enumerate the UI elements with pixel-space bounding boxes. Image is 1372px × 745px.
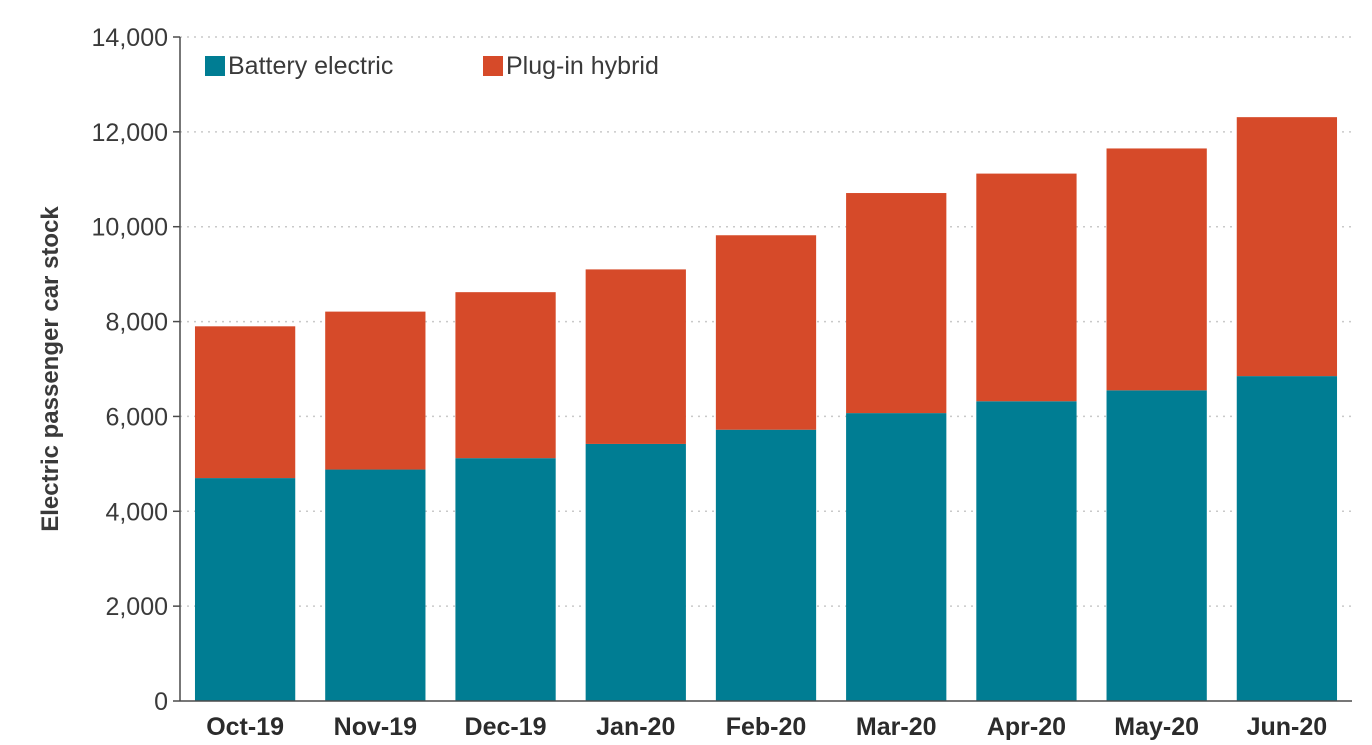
x-tick-label: Jan-20 — [596, 713, 675, 741]
x-tick-label: Mar-20 — [856, 713, 937, 741]
y-tick-label: 4,000 — [105, 498, 168, 526]
y-axis-title: Electric passenger car stock — [37, 206, 64, 532]
bar-plug-in-hybrid — [1106, 148, 1207, 391]
legend: Battery electric Plug-in hybrid — [205, 52, 659, 80]
bar-battery-electric — [1106, 390, 1207, 701]
bar-plug-in-hybrid — [455, 292, 556, 459]
y-tick-label: 14,000 — [92, 24, 168, 52]
y-tick-label: 12,000 — [92, 119, 168, 147]
y-tick-label: 6,000 — [105, 403, 168, 431]
bar-plug-in-hybrid — [846, 193, 947, 414]
x-tick-label: Oct-19 — [206, 713, 284, 741]
legend-label: Plug-in hybrid — [506, 52, 659, 80]
x-tick-label: May-20 — [1114, 713, 1199, 741]
y-tick-label: 10,000 — [92, 214, 168, 242]
x-tick-label: Feb-20 — [726, 713, 807, 741]
y-tick-label: 0 — [154, 688, 168, 716]
bar-battery-electric — [585, 443, 686, 701]
bar-plug-in-hybrid — [585, 269, 686, 444]
y-axis: 0 2,000 4,000 6,000 8,000 10,000 12,000 14,000 — [92, 24, 181, 716]
x-tick-label: Nov-19 — [334, 713, 417, 741]
bar-plug-in-hybrid — [194, 326, 296, 479]
y-tick-label: 8,000 — [105, 309, 168, 337]
legend-swatch — [483, 56, 503, 76]
bars — [194, 117, 1338, 701]
bar-battery-electric — [194, 478, 296, 701]
x-tick-label: Apr-20 — [987, 713, 1066, 741]
bar-battery-electric — [715, 429, 817, 701]
legend-swatch — [205, 56, 225, 76]
x-tick-label: Dec-19 — [465, 713, 547, 741]
x-tick-label: Jun-20 — [1247, 713, 1328, 741]
x-axis: Oct-19 Nov-19 Dec-19 Jan-20 Feb-20 Mar-20 Apr-… — [180, 700, 1352, 741]
bar-plug-in-hybrid — [715, 235, 817, 430]
legend-label: Battery electric — [228, 52, 393, 80]
bar-battery-electric — [455, 458, 556, 701]
bar-plug-in-hybrid — [1236, 117, 1338, 377]
bar-battery-electric — [325, 469, 426, 701]
bar-battery-electric — [846, 413, 947, 701]
bar-battery-electric — [1236, 376, 1338, 701]
bar-plug-in-hybrid — [976, 173, 1077, 402]
bar-plug-in-hybrid — [325, 311, 426, 470]
y-tick-label: 2,000 — [105, 593, 168, 621]
bar-battery-electric — [976, 401, 1077, 701]
